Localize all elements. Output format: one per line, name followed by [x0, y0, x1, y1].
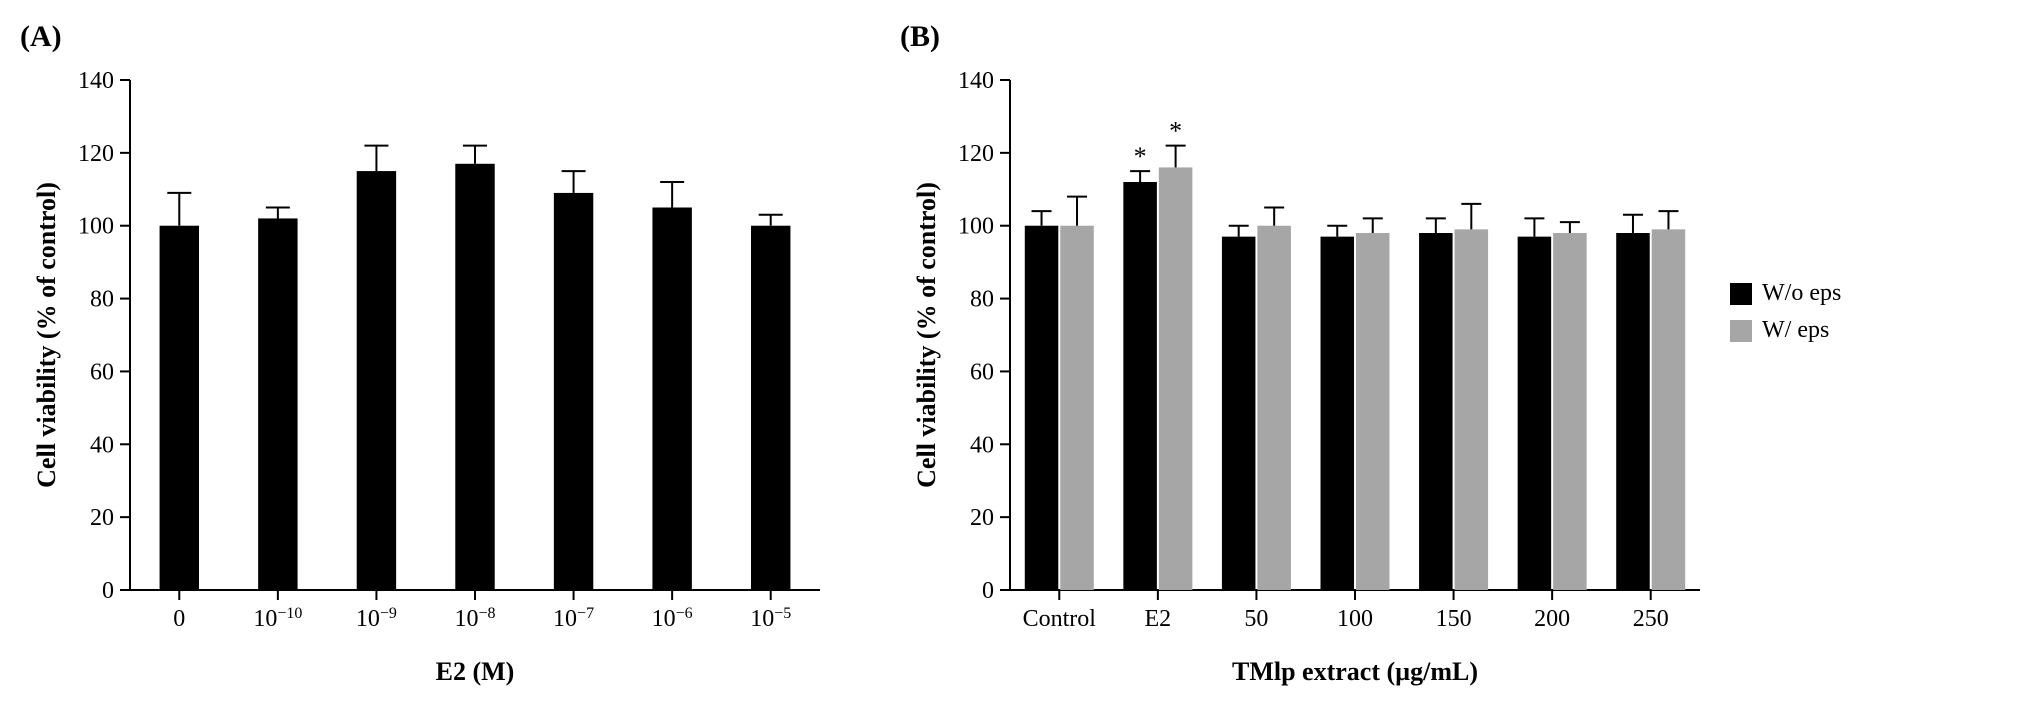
svg-text:50: 50	[1244, 606, 1268, 632]
svg-text:0: 0	[173, 606, 185, 632]
svg-text:E2 (M): E2 (M)	[436, 657, 515, 686]
svg-text:150: 150	[1436, 606, 1472, 632]
svg-text:10−5: 10−5	[750, 605, 791, 633]
legend-item-wo: W/o eps	[1730, 280, 1841, 307]
svg-text:250: 250	[1633, 606, 1669, 632]
legend-label-w: W/ eps	[1762, 317, 1829, 344]
svg-text:60: 60	[90, 359, 114, 385]
svg-text:100: 100	[958, 214, 994, 240]
legend-swatch-wo	[1730, 283, 1752, 305]
svg-text:140: 140	[958, 68, 994, 94]
svg-text:80: 80	[970, 287, 994, 313]
svg-text:60: 60	[970, 359, 994, 385]
svg-text:40: 40	[90, 432, 114, 458]
panel-a-chart: 0 20 40 60 80 100 120 140 Cell viability (% of c…	[20, 60, 840, 700]
svg-text:TMlp extract (µg/mL): TMlp extract (µg/mL)	[1232, 657, 1478, 686]
svg-text:Control: Control	[1023, 606, 1097, 632]
svg-text:0: 0	[102, 578, 114, 604]
svg-text:10−6: 10−6	[652, 605, 693, 633]
svg-text:10−7: 10−7	[553, 605, 594, 633]
svg-text:80: 80	[90, 287, 114, 313]
svg-text:20: 20	[90, 505, 114, 531]
legend-swatch-w	[1730, 320, 1752, 342]
panel-a-label: (A)	[20, 20, 840, 54]
svg-text:10−10: 10−10	[253, 605, 302, 633]
svg-text:120: 120	[958, 141, 994, 167]
panel-b-chart: 0 20 40 60 80 100 120 140 Cell viability (% of c…	[900, 60, 1720, 700]
svg-text:*: *	[1134, 142, 1147, 171]
svg-text:200: 200	[1534, 606, 1570, 632]
svg-text:40: 40	[970, 432, 994, 458]
svg-text:Cell viability (% of control): Cell viability (% of control)	[32, 182, 61, 488]
panel-b: (B) 0 20 40 60 80 100 120 140 Cell viability (% …	[900, 20, 1841, 700]
panel-b-label: (B)	[900, 20, 1720, 54]
svg-text:100: 100	[1337, 606, 1373, 632]
svg-text:E2: E2	[1145, 606, 1172, 632]
svg-text:*: *	[1169, 117, 1182, 146]
svg-text:20: 20	[970, 505, 994, 531]
svg-text:100: 100	[78, 214, 114, 240]
svg-text:0: 0	[982, 578, 994, 604]
svg-text:10−9: 10−9	[356, 605, 397, 633]
svg-text:Cell viability (% of control): Cell viability (% of control)	[912, 182, 941, 488]
panel-a: (A) 0 20 40 60 80 100 120 140 Cell viability (% …	[20, 20, 840, 700]
legend: W/o eps W/ eps	[1730, 280, 1841, 700]
svg-text:120: 120	[78, 141, 114, 167]
svg-text:10−8: 10−8	[454, 605, 495, 633]
svg-text:140: 140	[78, 68, 114, 94]
legend-label-wo: W/o eps	[1762, 280, 1841, 307]
figure: (A) 0 20 40 60 80 100 120 140 Cell viability (% …	[20, 20, 2013, 700]
legend-item-w: W/ eps	[1730, 317, 1841, 344]
